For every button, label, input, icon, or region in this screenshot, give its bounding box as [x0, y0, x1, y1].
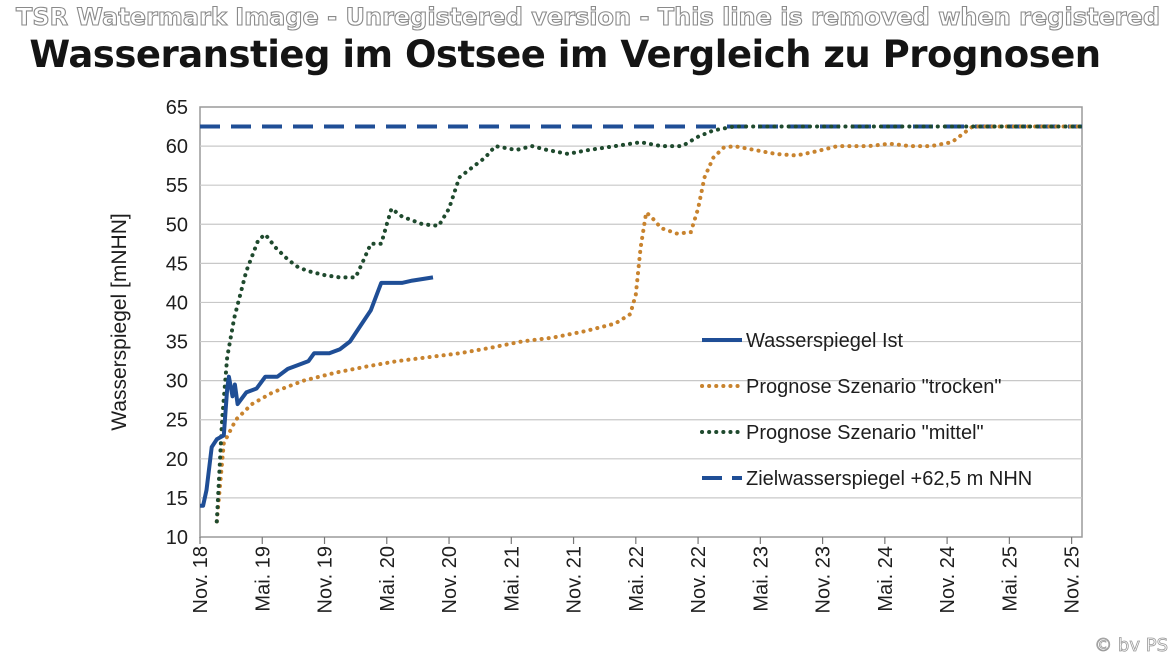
x-tick-label: Nov. 23: [813, 546, 835, 613]
y-tick-label: 35: [166, 332, 188, 354]
y-tick-label: 50: [166, 214, 188, 236]
y-tick-label: 45: [166, 253, 188, 275]
credit-text: © bv PS: [1094, 635, 1169, 657]
x-tick-label: Mai. 24: [875, 546, 897, 612]
legend-label: Wasserspiegel Ist: [746, 330, 904, 352]
legend: Wasserspiegel Ist Prognose Szenario "troc…: [700, 330, 1032, 490]
x-tick-label: Mai. 25: [999, 546, 1021, 612]
x-tick-label: Mai. 20: [377, 546, 399, 612]
y-tick-label: 30: [166, 371, 188, 393]
series-line-ist: [200, 275, 434, 508]
x-tick-label: Nov. 18: [190, 546, 212, 613]
chart-title: Wasseranstieg im Ostsee im Vergleich zu …: [29, 33, 1101, 76]
watermark-text: TSR Watermark Image - Unregistered versi…: [15, 2, 1161, 31]
x-tick-label: Nov. 21: [564, 546, 586, 613]
x-tick-label: Nov. 24: [937, 546, 959, 613]
x-axis: Nov. 18 Mai. 19 Nov. 19 Mai. 20 Nov. 20 Mai. …: [190, 537, 1084, 613]
x-tick-label: Nov. 22: [688, 546, 710, 613]
y-tick-label: 55: [166, 175, 188, 197]
x-tick-label: Mai. 19: [252, 546, 274, 612]
y-tick-label: 60: [166, 136, 188, 158]
x-tick-label: Mai. 22: [626, 546, 648, 612]
series-group: [200, 124, 1084, 524]
legend-label: Prognose Szenario "trocken": [746, 376, 1001, 398]
y-tick-label: 15: [166, 488, 188, 510]
x-tick-label: Nov. 19: [315, 546, 337, 613]
x-tick-label: Nov. 20: [439, 546, 461, 613]
x-tick-label: Mai. 21: [501, 546, 523, 612]
x-tick-label: Nov. 25: [1062, 546, 1084, 613]
y-tick-label: 10: [166, 527, 188, 549]
y-tick-label: 25: [166, 410, 188, 432]
y-axis: 10 15 20 25 30 35 40 45 50 55 60 65: [166, 97, 188, 549]
y-tick-label: 40: [166, 292, 188, 314]
y-tick-label: 20: [166, 449, 188, 471]
legend-label: Zielwasserspiegel +62,5 m NHN: [746, 468, 1032, 490]
series-line-mittel: [214, 124, 1084, 524]
x-tick-label: Mai. 23: [750, 546, 772, 612]
y-tick-label: 65: [166, 97, 188, 119]
y-axis-label: Wasserspiegel [mNHN]: [108, 213, 131, 430]
plot-area: [199, 106, 1083, 538]
series-line-trocken: [214, 124, 1084, 524]
legend-label: Prognose Szenario "mittel": [746, 422, 984, 444]
